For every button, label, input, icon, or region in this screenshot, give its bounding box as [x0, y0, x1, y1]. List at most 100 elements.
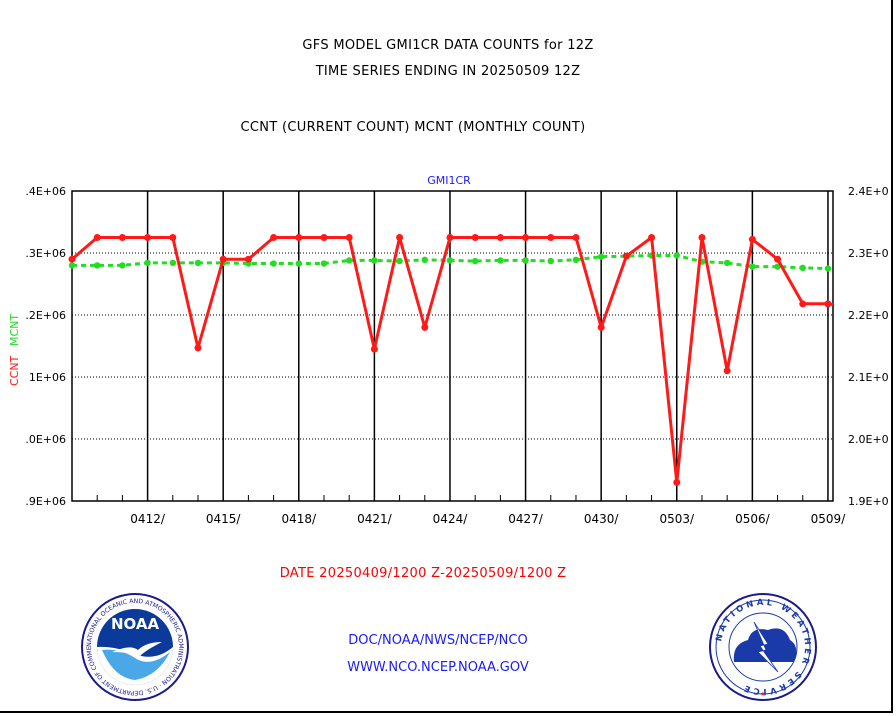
data-point-ccnt [522, 234, 530, 241]
x-tick-label: 0506/ [735, 512, 771, 526]
data-point-ccnt [295, 234, 303, 241]
data-point-mcnt [371, 257, 378, 264]
data-point-mcnt [396, 257, 403, 265]
x-tick-label: 0430/ [584, 512, 620, 526]
data-point-ccnt [748, 235, 756, 243]
x-tick-label: 0412/ [130, 512, 166, 526]
data-point-mcnt [774, 263, 781, 270]
data-point-ccnt [471, 234, 479, 241]
right-tick-label: 2.2E+0 [848, 309, 889, 322]
data-point-mcnt [824, 265, 832, 272]
series-line-mcnt [72, 254, 833, 270]
left-tick-label: .3E+06 [25, 247, 66, 260]
y-axis-label-mcnt: MCNT [8, 314, 21, 346]
chart-title: GMI1CR [427, 174, 471, 187]
data-point-mcnt [295, 260, 302, 267]
time-series-chart: GMI1CR .9E+06 1.9E+0 .0E+06 2.0E+0 1E+06 2.1E… [8, 174, 889, 526]
data-point-ccnt [144, 234, 152, 241]
data-point-ccnt [597, 323, 605, 331]
footer-line-1: DOC/NOAA/NWS/NCEP/NCO [348, 633, 528, 648]
data-point-ccnt [270, 234, 278, 241]
x-tick-label: 0415/ [206, 512, 242, 526]
right-tick-label: 2.0E+0 [848, 433, 889, 446]
data-point-ccnt [219, 255, 227, 263]
data-point-ccnt [547, 234, 555, 241]
nws-logo: NATIONAL WEATHER SERVICE ★ [709, 593, 817, 701]
data-point-ccnt [421, 323, 429, 331]
left-tick-label: .4E+06 [25, 185, 66, 198]
series [68, 234, 834, 486]
data-point-ccnt [723, 367, 731, 375]
x-tick-label: 0424/ [433, 512, 469, 526]
data-point-mcnt [421, 256, 428, 264]
title-line-3: CCNT (CURRENT COUNT) MCNT (MONTHLY COUNT… [240, 120, 586, 135]
data-point-ccnt [446, 234, 454, 241]
data-point-mcnt [93, 262, 101, 269]
x-tick-label: 0421/ [357, 512, 393, 526]
data-point-ccnt [194, 344, 202, 352]
data-point-ccnt [320, 234, 328, 241]
right-tick-label: 2.3E+0 [848, 247, 889, 260]
data-point-mcnt [799, 264, 806, 272]
data-point-ccnt [824, 300, 832, 308]
data-point-mcnt [597, 253, 605, 260]
axes: .9E+06 1.9E+0 .0E+06 2.0E+0 1E+06 2.1E+0 .2E+0… [25, 185, 888, 526]
plot-area-border [71, 190, 834, 502]
data-point-mcnt [749, 263, 756, 270]
right-tick-label: 1.9E+0 [848, 495, 889, 508]
data-point-mcnt [673, 252, 680, 259]
data-point-ccnt [244, 255, 252, 263]
noaa-logo: NATIONAL OCEANIC AND ATMOSPHERIC ADMINIS… [80, 592, 189, 701]
data-point-mcnt [68, 262, 76, 269]
title-line-2: TIME SERIES ENDING IN 20250509 12Z [315, 64, 581, 79]
data-point-mcnt [572, 256, 580, 264]
data-point-ccnt [799, 300, 807, 308]
left-tick-label: .9E+06 [25, 495, 66, 508]
left-tick-label: .2E+06 [25, 309, 66, 322]
data-point-mcnt [194, 259, 202, 267]
noaa-logo-text: NOAA [111, 615, 160, 633]
data-point-mcnt [320, 260, 328, 267]
seagull-icon [112, 642, 162, 656]
data-point-ccnt [396, 234, 404, 241]
data-point-ccnt [118, 234, 126, 241]
data-point-ccnt [774, 255, 782, 263]
x-tick-label: 0427/ [508, 512, 544, 526]
data-point-ccnt [169, 234, 177, 241]
title-line-1: GFS MODEL GMI1CR DATA COUNTS for 12Z [302, 38, 594, 53]
y-axis-label-ccnt: CCNT [8, 355, 21, 386]
data-point-mcnt [522, 257, 529, 264]
footer-line-2: WWW.NCO.NCEP.NOAA.GOV [347, 660, 529, 675]
data-point-mcnt [497, 257, 504, 264]
data-point-ccnt [496, 234, 504, 241]
data-point-ccnt [698, 234, 706, 241]
data-point-ccnt [370, 345, 378, 353]
data-point-mcnt [446, 257, 454, 264]
right-tick-label: 2.1E+0 [848, 371, 889, 384]
data-point-mcnt [723, 259, 731, 267]
data-point-mcnt [270, 260, 277, 267]
data-point-mcnt [119, 262, 126, 269]
data-point-ccnt [673, 478, 681, 486]
right-tick-label: 2.4E+0 [848, 185, 889, 198]
data-point-mcnt [547, 257, 554, 265]
data-point-mcnt [471, 257, 479, 265]
cloud-icon [733, 628, 797, 662]
x-tick-label: 0503/ [659, 512, 695, 526]
lightning-icon [753, 621, 779, 673]
left-tick-label: 1E+06 [29, 371, 66, 384]
x-tick-label: 0418/ [281, 512, 317, 526]
data-point-ccnt [93, 234, 101, 241]
data-point-mcnt [169, 259, 176, 267]
data-point-ccnt [572, 234, 580, 241]
x-tick-label: 0509/ [811, 512, 847, 526]
data-point-ccnt [648, 234, 656, 241]
data-point-ccnt [622, 252, 630, 260]
date-range-label: DATE 20250409/1200 Z-20250509/1200 Z [279, 566, 567, 581]
left-tick-label: .0E+06 [25, 433, 66, 446]
star-icon: ★ [760, 689, 766, 699]
data-point-mcnt [144, 259, 151, 267]
data-point-mcnt [345, 257, 353, 264]
data-point-ccnt [68, 255, 76, 263]
